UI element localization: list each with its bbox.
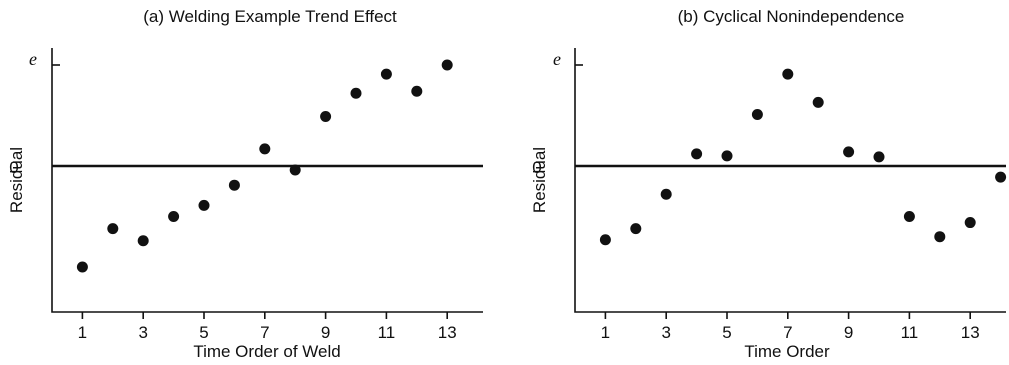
- x-axis-label: Time Order: [744, 342, 830, 361]
- panel-cyclical-nonindependence: (b) Cyclical Nonindependence e 0 Residua…: [530, 7, 1007, 361]
- axis-frame: [574, 48, 1006, 313]
- x-tick-label: 1: [601, 323, 610, 342]
- chart-title: (a) Welding Example Trend Effect: [143, 7, 397, 26]
- data-point: [782, 68, 794, 80]
- y-axis-label: Residual: [7, 147, 26, 213]
- data-point: [873, 151, 885, 163]
- y-zero-label: 0: [532, 158, 541, 177]
- data-points: [76, 59, 453, 273]
- data-point: [691, 148, 703, 160]
- data-point: [964, 217, 976, 229]
- x-tick-label: 5: [199, 323, 208, 342]
- y-axis-e-label: e: [553, 49, 561, 69]
- x-tick-label: 13: [438, 323, 457, 342]
- data-point: [903, 211, 915, 222]
- x-tick-label: 7: [783, 323, 792, 342]
- data-point: [168, 211, 180, 222]
- data-point: [76, 261, 88, 273]
- y-zero-label: 0: [9, 158, 18, 177]
- data-point: [843, 146, 855, 158]
- x-ticks: 1 3 5 7 9 11 13: [78, 312, 457, 342]
- y-axis-label: Residual: [530, 147, 549, 213]
- data-point: [660, 188, 672, 200]
- data-point: [995, 171, 1007, 183]
- panel-trend-effect: (a) Welding Example Trend Effect e 0 Res…: [7, 7, 483, 361]
- data-point: [107, 223, 119, 235]
- data-point: [289, 164, 301, 176]
- chart-title: (b) Cyclical Nonindependence: [678, 7, 905, 26]
- axis-frame: [51, 48, 483, 313]
- data-point: [751, 108, 763, 120]
- data-point: [320, 111, 332, 123]
- data-point: [350, 87, 362, 99]
- data-point: [721, 150, 733, 162]
- x-tick-label: 7: [260, 323, 269, 342]
- data-point: [934, 231, 946, 243]
- data-point: [228, 179, 240, 191]
- x-tick-label: 11: [378, 323, 396, 342]
- data-point: [198, 199, 210, 211]
- data-point: [380, 68, 392, 80]
- x-tick-label: 11: [901, 323, 919, 342]
- x-ticks: 1 3 5 7 9 11 13: [601, 312, 980, 342]
- data-point: [259, 143, 271, 155]
- x-tick-label: 5: [722, 323, 731, 342]
- data-point: [630, 223, 642, 235]
- x-tick-label: 1: [78, 323, 87, 342]
- x-tick-label: 3: [661, 323, 670, 342]
- data-points: [599, 68, 1007, 246]
- data-point: [599, 234, 611, 246]
- data-point: [812, 96, 824, 108]
- x-tick-label: 9: [844, 323, 853, 342]
- data-point: [137, 235, 149, 247]
- x-tick-label: 9: [321, 323, 330, 342]
- x-axis-label: Time Order of Weld: [193, 342, 340, 361]
- y-axis-e-label: e: [29, 49, 37, 69]
- data-point: [411, 85, 423, 97]
- x-tick-label: 13: [961, 323, 980, 342]
- x-tick-label: 3: [138, 323, 147, 342]
- data-point: [441, 59, 453, 71]
